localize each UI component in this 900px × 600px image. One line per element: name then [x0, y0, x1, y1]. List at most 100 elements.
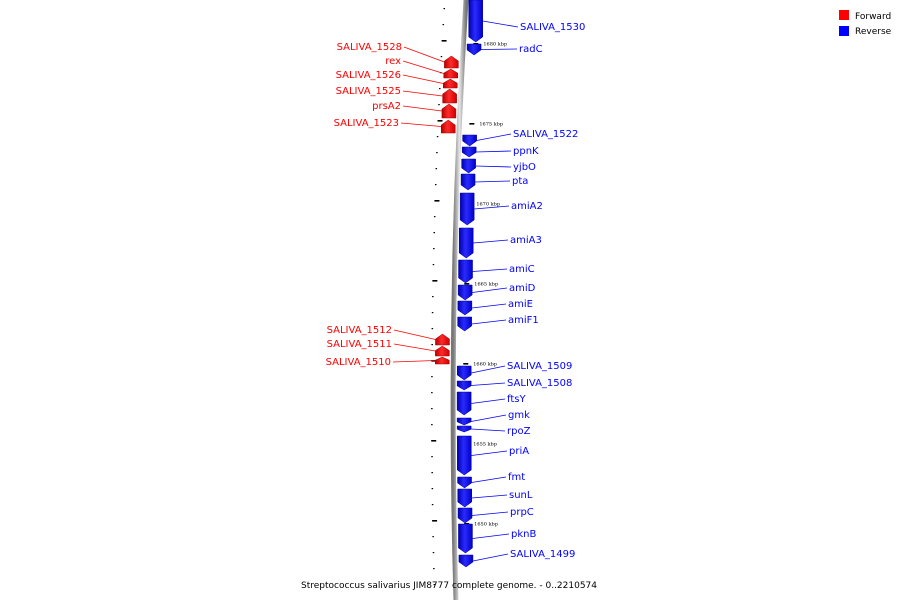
gene-feature-prpC[interactable] [457, 507, 473, 524]
scale-tick [463, 363, 469, 365]
leader-line [475, 165, 512, 168]
leader-line [471, 398, 506, 404]
gene-label-SALIVA_1511[interactable]: SALIVA_1511 [327, 339, 392, 350]
scale-dot [432, 296, 434, 298]
leader-line [392, 360, 436, 363]
gene-label-amiC[interactable]: amiC [509, 264, 535, 275]
gene-label-amiE[interactable]: amiE [508, 299, 533, 310]
gene-feature-SALIVA_1523[interactable] [440, 119, 456, 134]
gene-label-rpoZ[interactable]: rpoZ [507, 426, 531, 437]
gene-label-SALIVA_1509[interactable]: SALIVA_1509 [507, 361, 572, 372]
gene-feature-SALIVA_1511[interactable] [435, 345, 450, 357]
scale-dot [433, 216, 436, 218]
gene-label-ppnK[interactable]: ppnK [513, 146, 539, 157]
gene-label-prsA2[interactable]: prsA2 [372, 101, 401, 112]
gene-label-amiD[interactable]: amiD [509, 283, 536, 294]
scale-label: 1670 kbp [476, 202, 500, 208]
gene-label-rex[interactable]: rex [385, 56, 401, 67]
gene-label-amiA3[interactable]: amiA3 [510, 235, 542, 246]
gene-feature-SALIVA_1512[interactable] [435, 333, 450, 346]
gene-label-SALIVA_1526[interactable]: SALIVA_1526 [336, 70, 401, 81]
scale-dot [439, 88, 441, 90]
gene-label-pknB[interactable]: pknB [511, 529, 536, 540]
leader-line [471, 319, 507, 325]
gene-feature-SALIVA_1522[interactable] [462, 134, 477, 147]
gene-label-ftsY[interactable]: ftsY [507, 394, 526, 405]
scale-dot [435, 168, 438, 170]
gene-label-SALIVA_1530[interactable]: SALIVA_1530 [520, 22, 585, 33]
gene-feature-gmk[interactable] [456, 417, 472, 426]
gene-feature-SALIVA_1530[interactable] [468, 0, 483, 43]
gene-label-gmk[interactable]: gmk [508, 410, 530, 421]
gene-label-SALIVA_1512[interactable]: SALIVA_1512 [327, 325, 392, 336]
leader-line [471, 365, 506, 374]
scale-dot [443, 8, 445, 10]
gene-label-sunL[interactable]: sunL [509, 490, 533, 501]
gene-label-amiF1[interactable]: amiF1 [508, 315, 539, 326]
scale-dot [441, 40, 447, 42]
gene-feature-amiF1[interactable] [457, 316, 472, 332]
gene-feature-fmt[interactable] [457, 476, 472, 489]
gene-feature-SALIVA_1528[interactable] [444, 55, 459, 69]
leader-line [474, 205, 510, 210]
gene-label-SALIVA_1525[interactable]: SALIVA_1525 [336, 86, 401, 97]
scale-dot [433, 248, 435, 250]
gene-feature-priA[interactable] [457, 435, 472, 476]
gene-label-yjbO[interactable]: yjbO [513, 162, 536, 173]
gene-features [435, 0, 483, 568]
gene-feature-radC[interactable] [466, 43, 482, 56]
leader-line [402, 74, 444, 84]
gene-feature-rex[interactable] [443, 68, 459, 79]
gene-label-prpC[interactable]: prpC [510, 507, 534, 518]
gene-feature-pta[interactable] [460, 173, 476, 191]
gene-feature-rpoZ[interactable] [456, 425, 472, 433]
gene-feature-ppnK[interactable] [461, 146, 477, 158]
gene-feature-SALIVA_1510[interactable] [435, 356, 450, 365]
leader-line [403, 46, 445, 63]
gene-label-SALIVA_1508[interactable]: SALIVA_1508 [507, 378, 572, 389]
scale-dot [431, 408, 433, 410]
gene-label-SALIVA_1523[interactable]: SALIVA_1523 [334, 118, 399, 129]
gene-feature-yjbO[interactable] [461, 158, 476, 174]
gene-label-fmt[interactable]: fmt [508, 472, 525, 483]
scale-dot [436, 136, 439, 138]
scale-dot [432, 280, 438, 282]
gene-label-priA[interactable]: priA [509, 446, 529, 457]
gene-feature-amiD[interactable] [457, 284, 473, 301]
gene-feature-amiA3[interactable] [458, 227, 474, 259]
scale-dot [437, 120, 443, 122]
scale-dot [433, 584, 436, 586]
leader-line [472, 287, 508, 293]
gene-feature-SALIVA_1508[interactable] [456, 380, 472, 391]
gene-feature-SALIVA_1525[interactable] [442, 88, 457, 104]
gene-label-SALIVA_1510[interactable]: SALIVA_1510 [326, 357, 391, 368]
scale-dot [431, 376, 433, 378]
gene-feature-SALIVA_1499[interactable] [458, 554, 474, 568]
dotted-scale [431, 8, 447, 586]
scale-dot [433, 568, 435, 570]
gene-label-radC[interactable]: radC [519, 44, 543, 55]
gene-label-amiA2[interactable]: amiA2 [511, 201, 543, 212]
gene-feature-amiE[interactable] [457, 300, 473, 316]
gene-label-SALIVA_1528[interactable]: SALIVA_1528 [337, 42, 402, 53]
gene-label-SALIVA_1499[interactable]: SALIVA_1499 [510, 549, 575, 560]
gene-feature-sunL[interactable] [457, 488, 472, 508]
gene-label-SALIVA_1522[interactable]: SALIVA_1522 [513, 129, 578, 140]
gene-feature-prsA2[interactable] [441, 103, 457, 119]
leader-line [472, 553, 509, 562]
scale-label: 1650 kbp [474, 522, 498, 528]
legend: Forward Reverse [839, 10, 892, 37]
leader-line [402, 90, 443, 97]
gene-feature-SALIVA_1509[interactable] [456, 365, 472, 381]
scale-tick [469, 123, 475, 125]
gene-feature-SALIVA_1526[interactable] [443, 78, 458, 89]
scale-dot [432, 264, 435, 266]
gene-feature-amiA2[interactable] [459, 192, 475, 226]
gene-feature-ftsY[interactable] [456, 391, 472, 416]
gene-label-pta[interactable]: pta [512, 176, 528, 187]
leader-line [472, 268, 508, 272]
gene-feature-amiC[interactable] [458, 259, 473, 284]
gene-feature-pknB[interactable] [458, 523, 473, 554]
leader-line [482, 20, 519, 28]
